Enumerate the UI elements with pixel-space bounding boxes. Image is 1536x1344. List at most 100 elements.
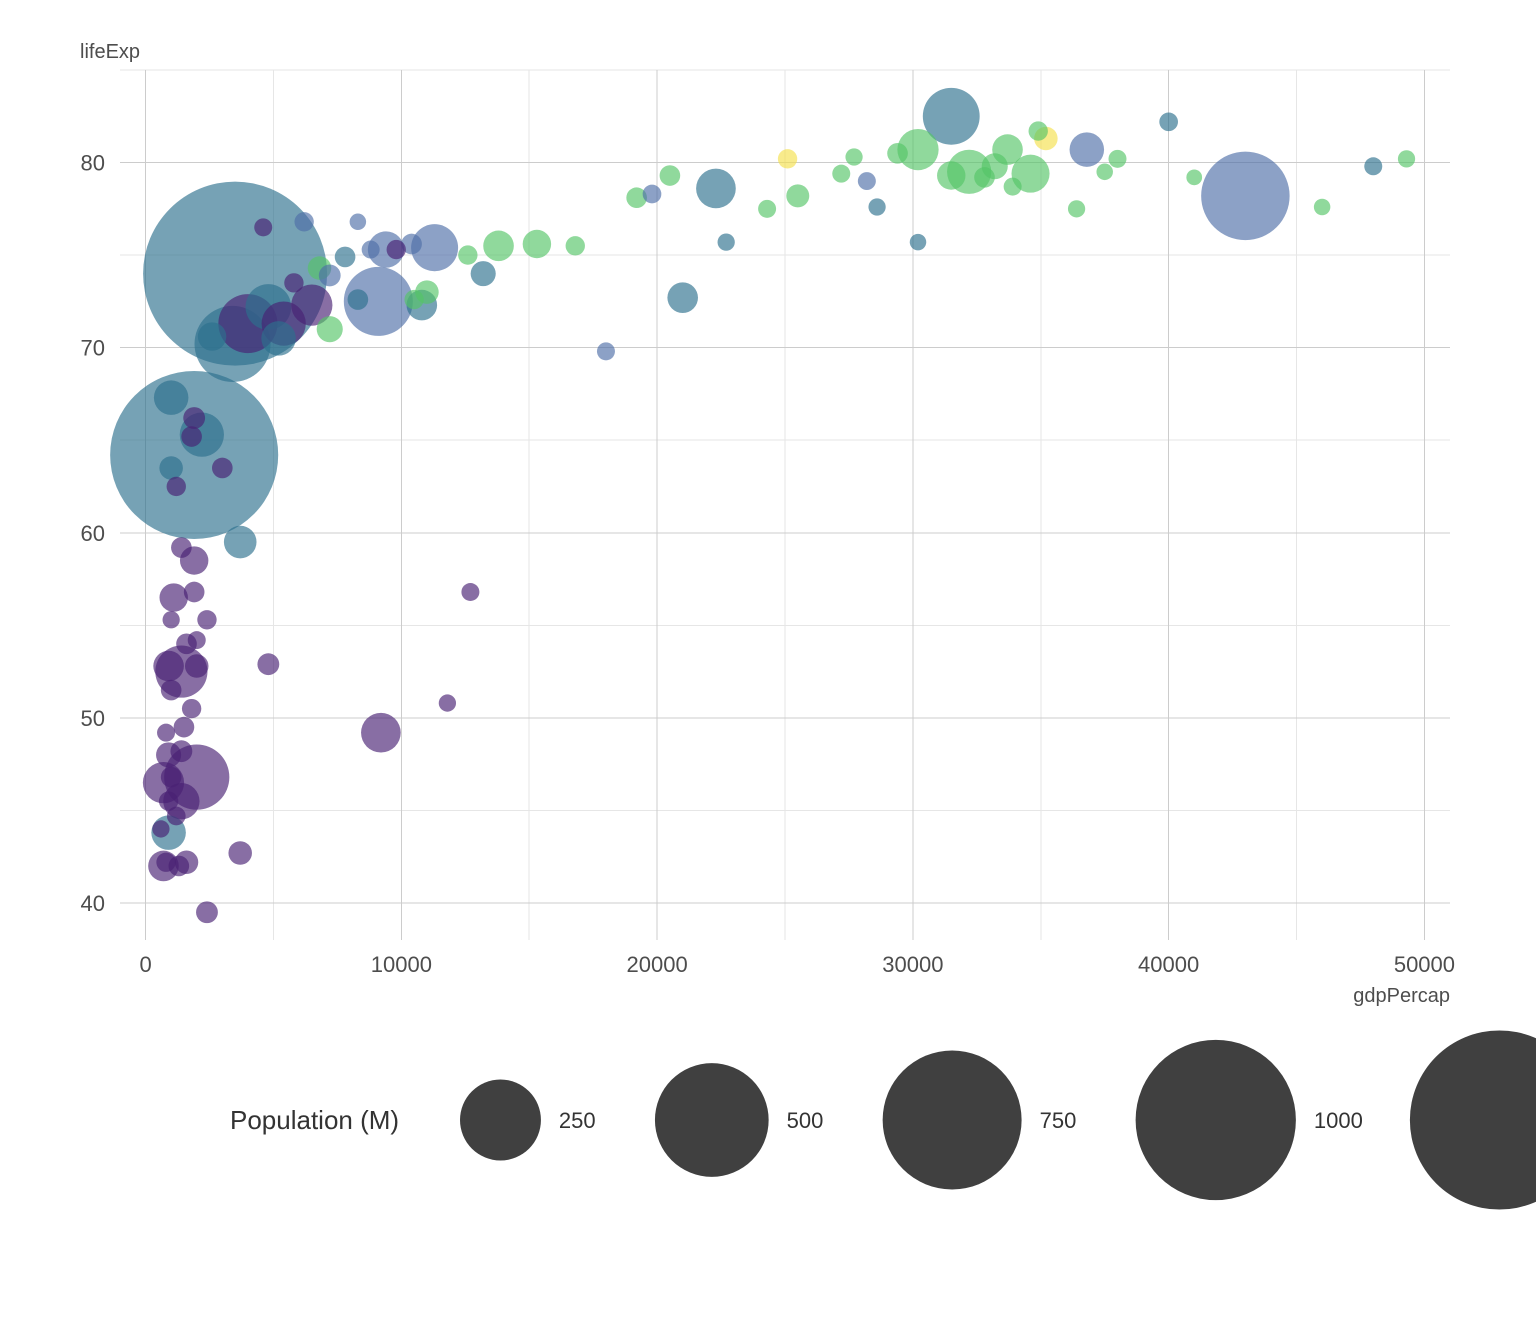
bubble: [1314, 199, 1331, 216]
x-tick-label: 50000: [1394, 952, 1455, 977]
bubble: [159, 583, 187, 611]
bubble: [758, 200, 776, 218]
bubble: [937, 161, 965, 189]
legend-circle: [460, 1080, 541, 1161]
legend-circle: [655, 1063, 769, 1177]
bubble: [254, 218, 272, 236]
bubble: [458, 245, 477, 264]
bubble: [224, 526, 257, 559]
bubble: [161, 680, 182, 701]
bubble: [170, 740, 192, 762]
bubble: [1159, 112, 1178, 131]
bubble: [171, 537, 192, 558]
bubble: [159, 456, 183, 480]
legend-label: 500: [787, 1108, 824, 1133]
bubble: [161, 767, 182, 788]
bubble: [887, 143, 908, 164]
bubble: [157, 724, 175, 742]
bubble: [786, 184, 809, 207]
bubble: [188, 631, 206, 649]
bubble: [696, 169, 736, 209]
bubble: [1004, 178, 1022, 196]
x-tick-label: 30000: [882, 952, 943, 977]
bubble: [167, 477, 186, 496]
bubble: [910, 234, 927, 251]
bubble: [404, 290, 423, 309]
bubble: [566, 236, 585, 255]
bubble: [362, 241, 380, 259]
bubble: [154, 380, 189, 415]
legend-circle: [883, 1051, 1022, 1190]
bubble: [294, 212, 313, 231]
bubble: [832, 165, 850, 183]
bubble: [197, 610, 216, 629]
bubble: [1109, 150, 1127, 168]
x-tick-label: 40000: [1138, 952, 1199, 977]
y-tick-label: 80: [81, 151, 105, 176]
x-tick-label: 0: [139, 952, 151, 977]
bubble: [185, 654, 209, 678]
bubble: [348, 289, 369, 310]
bubble: [461, 583, 479, 601]
bubble: [350, 214, 367, 231]
bubble: [163, 611, 180, 628]
bubble: [523, 230, 551, 258]
legend-circle: [1136, 1040, 1296, 1200]
bubble: [198, 322, 226, 350]
bubble: [181, 426, 202, 447]
bubble: [387, 240, 406, 259]
bubble-chart: 0 10000 20000 30000 40000 50000 40 50 60 70 80 gdpP…: [0, 0, 1536, 1344]
bubble: [153, 651, 184, 682]
bubble: [1070, 132, 1105, 167]
legend-label: 1000: [1314, 1108, 1363, 1133]
legend-label: 750: [1040, 1108, 1077, 1133]
x-tick-label: 20000: [627, 952, 688, 977]
bubble: [597, 342, 615, 360]
bubble: [845, 148, 862, 165]
legend-label: 250: [559, 1108, 596, 1133]
bubble: [183, 407, 205, 429]
y-tick-label: 40: [81, 891, 105, 916]
bubble: [335, 247, 356, 268]
y-axis-label: lifeExp: [80, 41, 140, 63]
bubble: [174, 717, 195, 738]
bubble: [483, 231, 514, 262]
bubble: [167, 807, 186, 826]
bubble: [284, 273, 303, 292]
y-tick-label: 60: [81, 521, 105, 546]
bubble: [868, 198, 885, 215]
bubble: [858, 172, 876, 190]
bubble: [317, 316, 343, 342]
bubble: [1029, 121, 1048, 140]
bubble: [228, 841, 252, 865]
bubble: [156, 853, 175, 872]
bubble: [319, 265, 341, 287]
bubble: [1096, 164, 1113, 181]
y-tick-label: 50: [81, 706, 105, 731]
bubble: [212, 458, 233, 479]
bubble: [660, 165, 681, 186]
x-axis-label: gdpPercap: [1353, 985, 1450, 1007]
bubble: [184, 582, 205, 603]
bubble: [1186, 170, 1202, 186]
bubble: [261, 321, 296, 356]
bubble: [182, 699, 201, 718]
bubble: [1364, 157, 1382, 175]
x-tick-label: 10000: [371, 952, 432, 977]
bubble: [1398, 150, 1415, 167]
bubble: [974, 167, 995, 188]
bubble: [667, 282, 698, 313]
bubble: [643, 185, 662, 204]
bubble: [257, 653, 279, 675]
bubble: [439, 694, 456, 711]
bubble: [471, 261, 496, 286]
y-tick-label: 70: [81, 336, 105, 361]
bubble: [361, 713, 401, 753]
legend-title: Population (M): [230, 1105, 399, 1135]
bubble: [1068, 200, 1085, 217]
bubble: [718, 234, 735, 251]
bubble: [152, 820, 169, 837]
bubble: [196, 901, 218, 923]
bubble: [1201, 152, 1289, 240]
bubble: [778, 149, 797, 168]
